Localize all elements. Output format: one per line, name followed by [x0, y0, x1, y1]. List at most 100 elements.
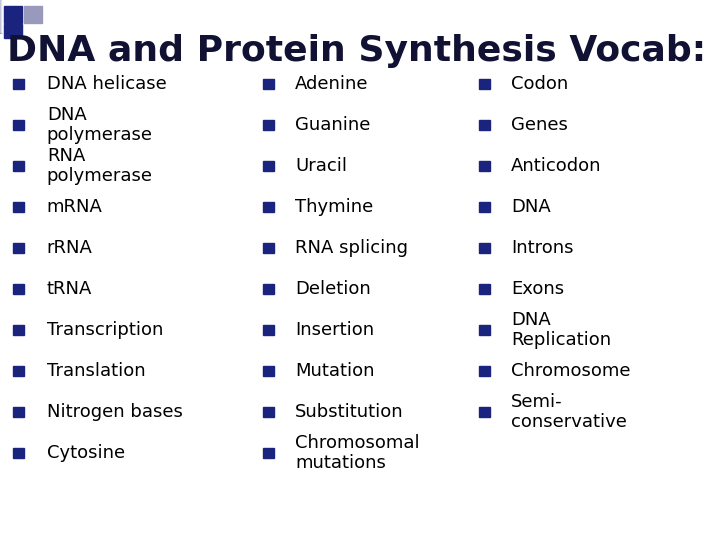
Bar: [1, 0, 6, 32]
Bar: [1, 0, 6, 32]
Bar: [24, 6, 42, 23]
Text: Anticodon: Anticodon: [511, 157, 602, 175]
Bar: [3, 0, 7, 32]
Bar: [3, 0, 7, 32]
Bar: [4, 0, 8, 32]
Bar: [2, 0, 6, 32]
Bar: [479, 284, 490, 294]
Bar: [1, 0, 6, 32]
Bar: [4, 0, 8, 32]
Bar: [1, 0, 5, 32]
Bar: [4, 0, 8, 32]
Text: Genes: Genes: [511, 116, 568, 134]
Bar: [1, 0, 5, 32]
Bar: [2, 0, 6, 32]
Bar: [0, 0, 4, 32]
Bar: [13, 284, 24, 294]
Bar: [1, 0, 6, 32]
Bar: [2, 0, 6, 32]
Bar: [2, 0, 6, 32]
Bar: [2, 0, 6, 32]
Bar: [2, 0, 6, 32]
Bar: [4, 0, 8, 32]
Bar: [263, 79, 274, 89]
Bar: [1, 0, 5, 32]
Bar: [2, 0, 6, 32]
Bar: [1, 0, 6, 32]
Bar: [1, 0, 6, 32]
Bar: [1, 0, 6, 32]
Bar: [1, 0, 5, 32]
Bar: [0, 0, 4, 32]
Bar: [3, 0, 7, 32]
Bar: [1, 0, 6, 32]
Bar: [1, 0, 5, 32]
Bar: [2, 0, 6, 32]
Bar: [3, 0, 7, 32]
Bar: [479, 202, 490, 212]
Bar: [1, 0, 5, 32]
Bar: [1, 0, 5, 32]
Bar: [0, 0, 4, 32]
Bar: [3, 0, 7, 32]
Text: Translation: Translation: [47, 362, 145, 380]
Bar: [2, 0, 6, 32]
Text: DNA: DNA: [511, 198, 551, 216]
Bar: [4, 0, 8, 32]
Text: Deletion: Deletion: [295, 280, 371, 298]
Bar: [3, 0, 7, 32]
Text: rRNA: rRNA: [47, 239, 93, 257]
Bar: [13, 161, 24, 171]
Bar: [4, 0, 8, 32]
Bar: [0, 0, 4, 32]
Bar: [4, 0, 8, 32]
Bar: [1, 0, 5, 32]
Bar: [2, 0, 6, 32]
Bar: [13, 243, 24, 253]
Bar: [3, 0, 7, 32]
Text: DNA
polymerase: DNA polymerase: [47, 106, 153, 144]
Bar: [4, 0, 8, 32]
Bar: [0, 0, 4, 32]
Bar: [4, 0, 8, 32]
Bar: [0, 0, 4, 32]
Bar: [3, 0, 7, 32]
Bar: [3, 0, 7, 32]
Text: Transcription: Transcription: [47, 321, 163, 339]
Bar: [1, 0, 5, 32]
Bar: [3, 0, 7, 32]
Text: Codon: Codon: [511, 75, 569, 93]
Bar: [479, 120, 490, 130]
Bar: [479, 325, 490, 335]
Bar: [1, 0, 5, 32]
Bar: [0, 0, 4, 32]
Bar: [0, 0, 4, 32]
Bar: [3, 0, 7, 32]
Bar: [2, 0, 6, 32]
Bar: [1, 0, 6, 32]
Bar: [1, 0, 6, 32]
Bar: [3, 0, 7, 32]
Bar: [1, 0, 5, 32]
Bar: [1, 0, 5, 32]
Text: RNA splicing: RNA splicing: [295, 239, 408, 257]
Bar: [13, 202, 24, 212]
Bar: [1, 0, 5, 32]
Bar: [13, 407, 24, 417]
Bar: [2, 0, 6, 32]
Bar: [3, 0, 7, 32]
Bar: [1, 0, 5, 32]
Bar: [3, 0, 7, 32]
Bar: [2, 0, 6, 32]
Text: DNA helicase: DNA helicase: [47, 75, 166, 93]
Bar: [2, 0, 6, 32]
Bar: [3, 0, 7, 32]
Text: Chromosomal
mutations: Chromosomal mutations: [295, 434, 420, 472]
Bar: [13, 79, 24, 89]
Bar: [3, 0, 7, 32]
Bar: [3, 0, 7, 32]
Bar: [1, 0, 5, 32]
Bar: [1, 0, 6, 32]
Bar: [1, 0, 6, 32]
Bar: [1, 0, 5, 32]
